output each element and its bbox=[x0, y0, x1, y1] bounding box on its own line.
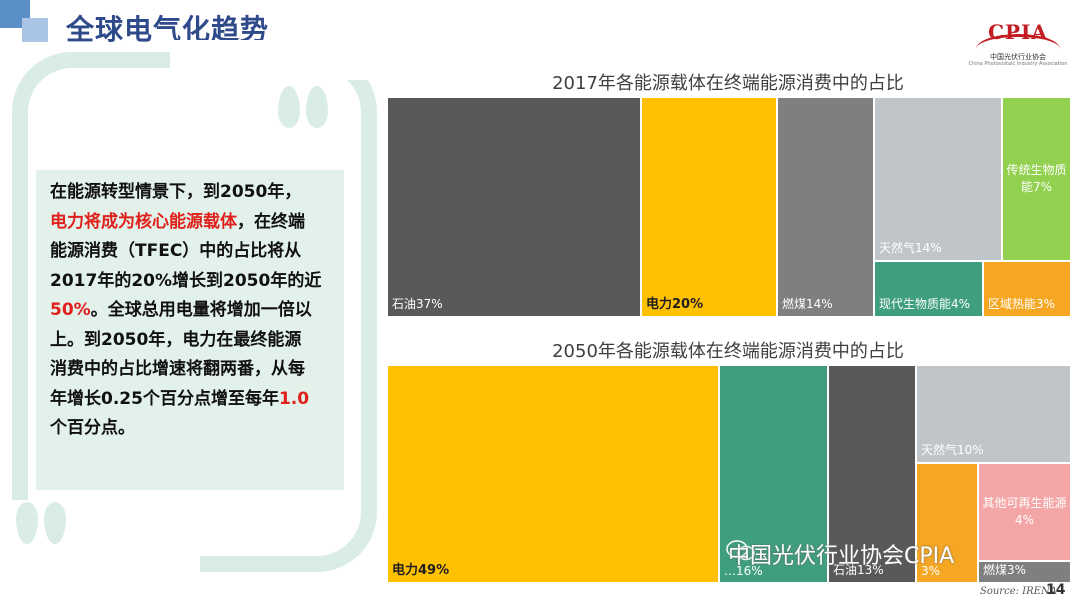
chart-title-2050: 2050年各能源载体在终端能源消费中的占比 bbox=[552, 341, 904, 362]
chart-title-2017: 2017年各能源载体在终端能源消费中的占比 bbox=[552, 73, 904, 94]
highlight-text: 50% bbox=[50, 300, 91, 320]
summary-line: 在能源转型情景下，到2050年， bbox=[50, 182, 302, 202]
treemap-tile-label: 石油37% bbox=[392, 297, 443, 311]
treemap-tile-label: 电力20% bbox=[646, 297, 704, 312]
treemap-tile-label: 天然气10% bbox=[921, 443, 984, 457]
cpia-logo-arc bbox=[976, 34, 1060, 64]
treemap-tile-label: …16% bbox=[724, 564, 763, 578]
summary-line: 年增长0.25个百分点增至每年1.0 bbox=[50, 385, 332, 415]
treemap-tile: 石油13% bbox=[829, 366, 915, 582]
treemap-tile: 区域热能3% bbox=[984, 262, 1070, 316]
summary-text-box: 在能源转型情景下，到2050年， 电力将成为核心能源载体，在终端 能源消费（TF… bbox=[36, 170, 344, 490]
summary-line: 2017年的20%增长到2050年的近 bbox=[50, 270, 322, 291]
highlight-text: 1.0 bbox=[278, 388, 310, 409]
treemap-tile: 燃煤3% bbox=[979, 562, 1070, 582]
treemap-tile-label: 燃煤14% bbox=[782, 297, 833, 311]
treemap-tile-label: 石油13% bbox=[833, 563, 884, 577]
summary-line: 电力将成为核心能源载体，在终端 bbox=[50, 208, 332, 238]
treemap-tile-label: 燃煤3% bbox=[983, 563, 1027, 577]
quote-mark-icon bbox=[44, 502, 66, 544]
quote-mark-icon bbox=[16, 502, 38, 544]
summary-line: 能源消费（TFEC）中的占比将从 bbox=[50, 241, 302, 261]
treemap-tile: 燃煤14% bbox=[778, 98, 873, 316]
treemap-tile: …16% bbox=[720, 366, 827, 582]
treemap-tile-label: 其他可再生能源4% bbox=[982, 496, 1067, 527]
treemap-tile: 电力49% bbox=[388, 366, 718, 582]
cpia-logo-subtitle: 中国光伏行业协会 bbox=[990, 53, 1046, 61]
summary-line: 50%。全球总用电量将增加一倍以 bbox=[50, 296, 332, 326]
page-number: 14 bbox=[1046, 582, 1066, 598]
frame-gap-top bbox=[170, 40, 380, 80]
treemap-tile: 电力20% bbox=[642, 98, 776, 316]
treemap-tile-label: 现代生物质能4% bbox=[879, 297, 971, 311]
treemap-tile: 其他可再生能源4% bbox=[979, 464, 1070, 560]
treemap-tile-label: 传统生物质能7% bbox=[1006, 163, 1067, 194]
summary-line: 上。到2050年，电力在最终能源 bbox=[50, 329, 302, 350]
treemap-tile: 天然气10% bbox=[917, 366, 1070, 462]
treemap-tile: 现代生物质能4% bbox=[875, 262, 982, 316]
summary-text: ，在终端 bbox=[237, 211, 305, 232]
cpia-logo: CPIA 中国光伏行业协会 China Photovoltaic Industr… bbox=[968, 20, 1068, 70]
cpia-logo-text: CPIA bbox=[988, 20, 1048, 44]
treemap-tile: 传统生物质能7% bbox=[1003, 98, 1070, 260]
treemap-tile-label: 区域热能3% bbox=[988, 297, 1056, 311]
treemap-tile-label: 天然气14% bbox=[879, 241, 942, 255]
cpia-logo-subtitle-en: China Photovoltaic Industry Association bbox=[968, 61, 1068, 67]
watermark-text: 中国光伏行业协会CPIA bbox=[728, 544, 955, 569]
quote-mark-icon bbox=[278, 86, 300, 128]
treemap-tile: 天然气14% bbox=[875, 98, 1001, 260]
wechat-icon bbox=[726, 540, 755, 561]
quote-mark-icon bbox=[306, 86, 328, 128]
source-note: Source: IRENA bbox=[980, 586, 1057, 597]
highlight-text: 电力将成为核心能源载体 bbox=[50, 211, 237, 232]
treemap-tile-label: 电力49% bbox=[392, 563, 450, 578]
logo-square-light bbox=[22, 18, 48, 42]
summary-text: 。全球总用电量将增加一倍以 bbox=[90, 300, 312, 320]
summary-text: 年增长0.25个百分点增至每年 bbox=[50, 388, 279, 409]
summary-line: 消费中的占比增速将翻两番，从每 bbox=[50, 359, 305, 379]
summary-line: 个百分点。 bbox=[50, 418, 135, 438]
treemap-tile: 3% bbox=[917, 464, 977, 582]
treemap-tile: 石油37% bbox=[388, 98, 640, 316]
treemap-tile-label: 3% bbox=[921, 564, 941, 578]
